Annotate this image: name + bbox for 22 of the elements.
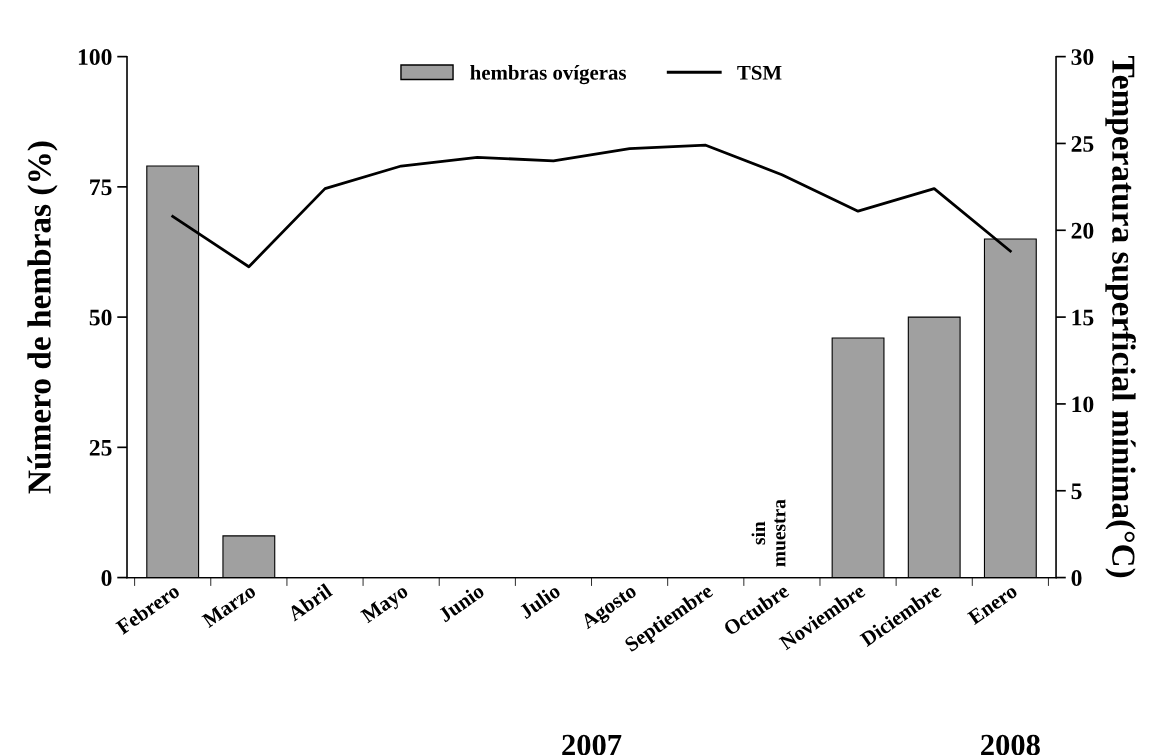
y2-tick-label: 5 (1071, 483, 1082, 500)
y2-tick-label: 25 (1071, 136, 1094, 152)
y2-axis-title: Temperatura superficial mínima(°C) (1105, 56, 1136, 578)
x-tick-label: Junio (437, 582, 486, 623)
y2-tick-label: 10 (1072, 396, 1094, 413)
y-tick-label: 100 (78, 49, 112, 66)
y-tick-label: 75 (90, 179, 112, 196)
y-tick-label: 25 (89, 439, 112, 456)
y2-tick-label: 30 (1071, 49, 1094, 66)
y-tick-label: 0 (101, 570, 112, 586)
y2-tick-label: 0 (1071, 570, 1082, 586)
legend-label: TSM (737, 65, 782, 80)
y-axis-title: Número de hembras (%) (27, 141, 58, 494)
y2-tick-label: 15 (1072, 309, 1094, 326)
y-tick-label: 50 (89, 309, 112, 326)
text: 2008 (981, 734, 1040, 755)
x-tick-label: Mayo (360, 583, 412, 627)
text: 2007 (562, 734, 622, 755)
y2-tick-label: 20 (1071, 222, 1094, 239)
legend-label: hembras ovígeras (470, 65, 627, 85)
x-tick-label: Julio (518, 582, 562, 620)
annotation: sin muestra (751, 499, 786, 567)
